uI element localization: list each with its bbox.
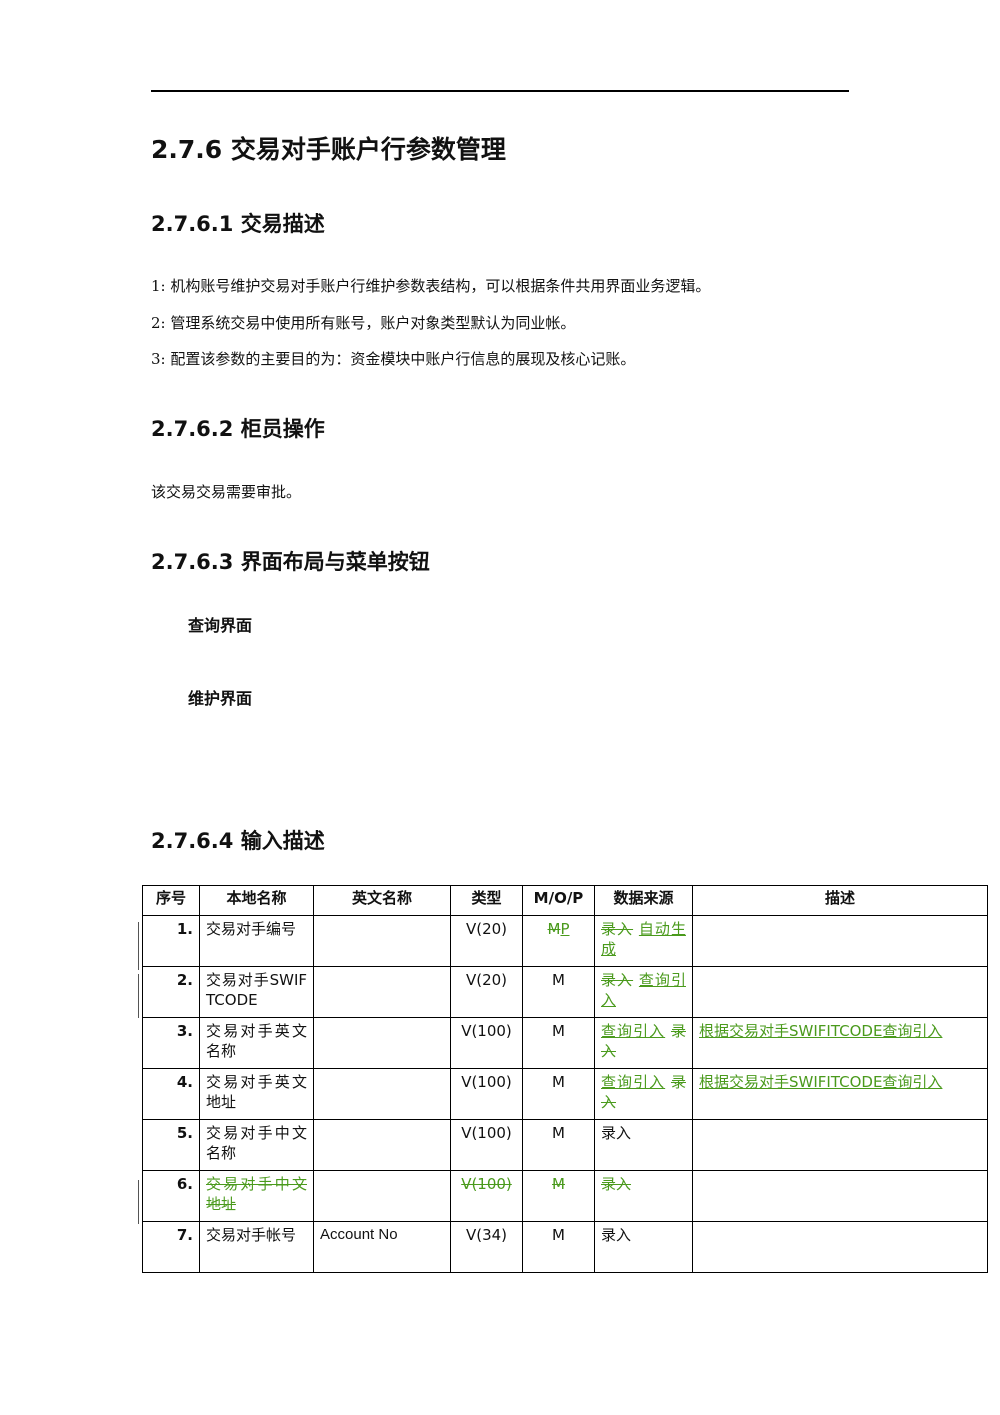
- local-name-cell: 交易对手编号: [199, 915, 314, 967]
- row-number: 2.: [142, 966, 200, 1018]
- header-rule: [151, 90, 849, 92]
- row-number: 7.: [142, 1221, 200, 1273]
- inserted-text: 查询引入: [601, 971, 686, 1009]
- mop-cell: M: [522, 1170, 595, 1222]
- inserted-text: 查询引入: [601, 1073, 666, 1091]
- description-cell: [692, 915, 988, 967]
- query-screen-label: 查询界面: [188, 616, 253, 635]
- column-header: 描述: [692, 885, 988, 916]
- type-cell: V(100): [450, 1017, 523, 1069]
- english-name-cell: [313, 915, 451, 967]
- deleted-text: V(100): [461, 1175, 512, 1193]
- deleted-text: 录入: [601, 1175, 632, 1193]
- mop-cell: M: [522, 1221, 595, 1273]
- input-fields-table: 序号 本地名称 英文名称 类型 M/O/P 数据来源 描述 1. 交易对手编号 …: [142, 885, 988, 1273]
- revision-mark: [138, 974, 139, 1018]
- section-heading: 2.7.6 交易对手账户行参数管理: [151, 135, 506, 164]
- table-row: 3. 交易对手英文名称 V(100) M 查询引入 录入 根据交易对手SWIFI…: [142, 1017, 988, 1069]
- local-name-cell: 交易对手英文地址: [199, 1068, 314, 1120]
- deleted-text: 录入: [601, 1022, 686, 1060]
- description-line-3: 3: 配置该参数的主要目的为：资金模块中账户行信息的展现及核心记账。: [151, 350, 636, 368]
- inserted-text: 根据交易对手SWIFITCODE查询引入: [699, 1073, 943, 1091]
- subsection-title-teller-operation: 2.7.6.2 柜员操作: [151, 417, 325, 441]
- deleted-text: M: [547, 920, 561, 938]
- local-name-cell: 交易对手英文名称: [199, 1017, 314, 1069]
- table-row: 5. 交易对手中文名称 V(100) M 录入: [142, 1119, 988, 1171]
- type-cell: V(100): [450, 1170, 523, 1222]
- local-name-cell: 交易对手中文名称: [199, 1119, 314, 1171]
- column-header: 英文名称: [313, 885, 451, 916]
- subsection-title-input-description: 2.7.6.4 输入描述: [151, 829, 325, 853]
- data-source-cell: 录入: [594, 1119, 693, 1171]
- column-header: 类型: [450, 885, 523, 916]
- mop-cell: M: [522, 1017, 595, 1069]
- type-cell: V(20): [450, 915, 523, 967]
- data-source-cell: 录入 查询引入: [594, 966, 693, 1018]
- deleted-text: 录入: [601, 1073, 686, 1111]
- english-name-cell: [313, 966, 451, 1018]
- table-header-row: 序号 本地名称 英文名称 类型 M/O/P 数据来源 描述: [142, 885, 988, 916]
- row-number: 3.: [142, 1017, 200, 1069]
- description-cell: [692, 966, 988, 1018]
- data-source-cell: 录入: [594, 1221, 693, 1273]
- description-line-2: 2: 管理系统交易中使用所有账号，账户对象类型默认为同业帐。: [151, 314, 576, 332]
- deleted-text: 录入: [601, 971, 634, 989]
- maintenance-screen-label: 维护界面: [188, 689, 253, 708]
- description-cell: [692, 1170, 988, 1222]
- local-name-cell: 交易对手帐号: [199, 1221, 314, 1273]
- mop-cell: M: [522, 1119, 595, 1171]
- data-source-cell: 录入 自动生成: [594, 915, 693, 967]
- column-header: 序号: [142, 885, 200, 916]
- subsection-title-layout-menu: 2.7.6.3 界面布局与菜单按钮: [151, 550, 430, 574]
- deleted-text: 交易对手中文地址: [206, 1175, 307, 1213]
- deleted-text: M: [552, 1175, 565, 1193]
- mop-cell: M: [522, 1068, 595, 1120]
- english-name-cell: [313, 1119, 451, 1171]
- english-name-cell: [313, 1068, 451, 1120]
- data-source-cell: 录入: [594, 1170, 693, 1222]
- mop-cell: M: [522, 966, 595, 1018]
- row-number: 4.: [142, 1068, 200, 1120]
- inserted-text: 根据交易对手SWIFITCODE查询引入: [699, 1022, 943, 1040]
- teller-operation-text: 该交易交易需要审批。: [151, 483, 302, 501]
- description-line-1: 1: 机构账号维护交易对手账户行维护参数表结构，可以根据条件共用界面业务逻辑。: [151, 277, 711, 295]
- table-row: 4. 交易对手英文地址 V(100) M 查询引入 录入 根据交易对手SWIFI…: [142, 1068, 988, 1120]
- english-name-cell: Account No: [313, 1221, 451, 1273]
- data-source-cell: 查询引入 录入: [594, 1017, 693, 1069]
- description-cell: [692, 1221, 988, 1273]
- revision-mark: [138, 922, 139, 970]
- revision-mark: [138, 1180, 139, 1224]
- data-source-cell: 查询引入 录入: [594, 1068, 693, 1120]
- local-name-cell: 交易对手SWIFTCODE: [199, 966, 314, 1018]
- table-row: 1. 交易对手编号 V(20) MP 录入 自动生成: [142, 915, 988, 967]
- type-cell: V(20): [450, 966, 523, 1018]
- column-header: M/O/P: [522, 885, 595, 916]
- inserted-text: 查询引入: [601, 1022, 666, 1040]
- subsection-title-transaction-description: 2.7.6.1 交易描述: [151, 212, 325, 236]
- english-name-cell: [313, 1170, 451, 1222]
- mop-cell: MP: [522, 915, 595, 967]
- row-number: 5.: [142, 1119, 200, 1171]
- table-row: 7. 交易对手帐号 Account No V(34) M 录入: [142, 1221, 988, 1273]
- description-cell: [692, 1119, 988, 1171]
- type-cell: V(34): [450, 1221, 523, 1273]
- inserted-text: P: [560, 920, 570, 938]
- row-number: 6.: [142, 1170, 200, 1222]
- column-header: 本地名称: [199, 885, 314, 916]
- column-header: 数据来源: [594, 885, 693, 916]
- english-name-cell: [313, 1017, 451, 1069]
- row-number: 1.: [142, 915, 200, 967]
- inserted-text: 自动生成: [601, 920, 686, 958]
- table-row: 2. 交易对手SWIFTCODE V(20) M 录入 查询引入: [142, 966, 988, 1018]
- type-cell: V(100): [450, 1068, 523, 1120]
- local-name-cell: 交易对手中文地址: [199, 1170, 314, 1222]
- description-cell: 根据交易对手SWIFITCODE查询引入: [692, 1017, 988, 1069]
- table-row: 6. 交易对手中文地址 V(100) M 录入: [142, 1170, 988, 1222]
- description-cell: 根据交易对手SWIFITCODE查询引入: [692, 1068, 988, 1120]
- type-cell: V(100): [450, 1119, 523, 1171]
- deleted-text: 录入: [601, 920, 634, 938]
